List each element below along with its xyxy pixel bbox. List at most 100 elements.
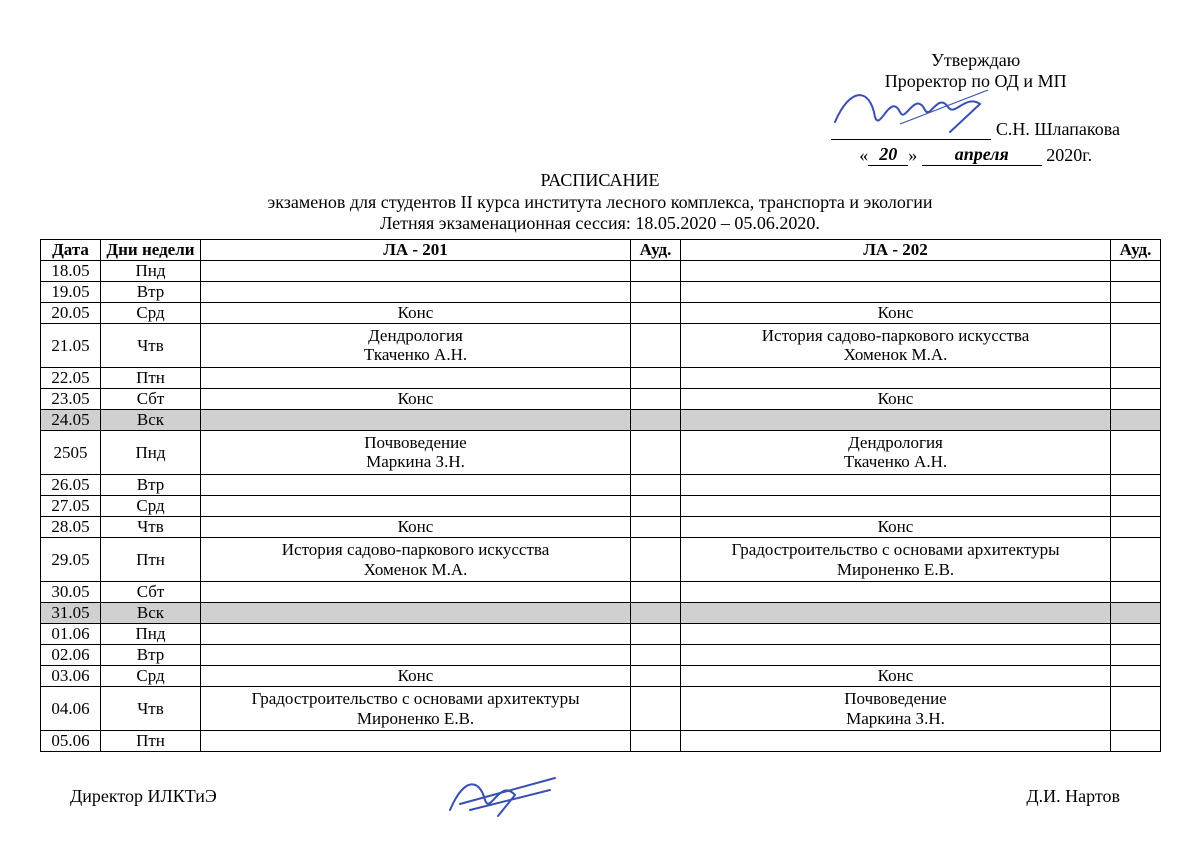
cell-date: 04.06 — [41, 687, 101, 731]
cell-date: 22.05 — [41, 367, 101, 388]
cell-date: 26.05 — [41, 474, 101, 495]
cell-a2 — [1111, 516, 1161, 537]
col-group2: ЛА - 202 — [681, 239, 1111, 260]
cell-g2: Конс — [681, 302, 1111, 323]
cell-a2 — [1111, 302, 1161, 323]
col-aud1: Ауд. — [631, 239, 681, 260]
cell-a1 — [631, 687, 681, 731]
table-row: 29.05ПтнИстория садово-паркового искусст… — [41, 537, 1161, 581]
cell-a1 — [631, 731, 681, 752]
cell-g2 — [681, 281, 1111, 302]
cell-g1 — [201, 260, 631, 281]
cell-g2 — [681, 603, 1111, 624]
cell-g1: Конс — [201, 516, 631, 537]
cell-a1 — [631, 582, 681, 603]
table-row: 31.05Вск — [41, 603, 1161, 624]
cell-dow: Чтв — [101, 687, 201, 731]
cell-a2 — [1111, 388, 1161, 409]
cell-dow: Срд — [101, 666, 201, 687]
table-row: 03.06СрдКонсКонс — [41, 666, 1161, 687]
cell-dow: Чтв — [101, 323, 201, 367]
table-row: 04.06ЧтвГрадостроительство с основами ар… — [41, 687, 1161, 731]
footer-right: Д.И. Нартов — [1026, 786, 1120, 807]
cell-g2: Конс — [681, 388, 1111, 409]
cell-dow: Сбт — [101, 582, 201, 603]
cell-dow: Втр — [101, 645, 201, 666]
col-dow: Дни недели — [101, 239, 201, 260]
cell-g1 — [201, 474, 631, 495]
cell-g1: Конс — [201, 302, 631, 323]
cell-date: 05.06 — [41, 731, 101, 752]
cell-g1 — [201, 582, 631, 603]
cell-g2: Конс — [681, 666, 1111, 687]
cell-a1 — [631, 474, 681, 495]
cell-g2: ПочвоведениеМаркина З.Н. — [681, 687, 1111, 731]
cell-dow: Сбт — [101, 388, 201, 409]
cell-dow: Пнд — [101, 260, 201, 281]
schedule-table: Дата Дни недели ЛА - 201 Ауд. ЛА - 202 А… — [40, 239, 1161, 752]
cell-a2 — [1111, 666, 1161, 687]
cell-a1 — [631, 516, 681, 537]
cell-date: 27.05 — [41, 495, 101, 516]
cell-a1 — [631, 302, 681, 323]
cell-a1 — [631, 537, 681, 581]
cell-a2 — [1111, 645, 1161, 666]
cell-date: 20.05 — [41, 302, 101, 323]
cell-g1 — [201, 409, 631, 430]
approval-sig-line — [831, 139, 991, 140]
cell-g1: ПочвоведениеМаркина З.Н. — [201, 430, 631, 474]
table-row: 24.05Вск — [41, 409, 1161, 430]
table-row: 2505ПндПочвоведениеМаркина З.Н.Дендролог… — [41, 430, 1161, 474]
cell-a1 — [631, 624, 681, 645]
cell-g1 — [201, 624, 631, 645]
cell-a2 — [1111, 474, 1161, 495]
title-block: РАСПИСАНИЕ экзаменов для студентов II ку… — [40, 170, 1160, 235]
cell-g2: ДендрологияТкаченко А.Н. — [681, 430, 1111, 474]
cell-g1 — [201, 603, 631, 624]
cell-a2 — [1111, 260, 1161, 281]
title-session: Летняя экзаменационная сессия: 18.05.202… — [40, 213, 1160, 235]
cell-a2 — [1111, 409, 1161, 430]
col-aud2: Ауд. — [1111, 239, 1161, 260]
cell-g1 — [201, 281, 631, 302]
title-sub: экзаменов для студентов II курса институ… — [40, 192, 1160, 214]
col-group1: ЛА - 201 — [201, 239, 631, 260]
cell-a1 — [631, 388, 681, 409]
cell-g2 — [681, 409, 1111, 430]
cell-a2 — [1111, 281, 1161, 302]
cell-dow: Втр — [101, 281, 201, 302]
table-row: 20.05СрдКонсКонс — [41, 302, 1161, 323]
table-row: 26.05Втр — [41, 474, 1161, 495]
cell-date: 03.06 — [41, 666, 101, 687]
cell-date: 29.05 — [41, 537, 101, 581]
approval-date-row: «20» апреля 2020г. — [831, 144, 1120, 166]
cell-a1 — [631, 495, 681, 516]
cell-g2: Градостроительство с основами архитектур… — [681, 537, 1111, 581]
approval-signer: С.Н. Шлапакова — [996, 119, 1120, 139]
cell-g2 — [681, 645, 1111, 666]
cell-a1 — [631, 666, 681, 687]
cell-dow: Втр — [101, 474, 201, 495]
cell-date: 01.06 — [41, 624, 101, 645]
footer-left: Директор ИЛКТиЭ — [70, 786, 217, 807]
cell-dow: Вск — [101, 603, 201, 624]
cell-g2: История садово-паркового искусстваХомено… — [681, 323, 1111, 367]
cell-g1 — [201, 645, 631, 666]
table-row: 05.06Птн — [41, 731, 1161, 752]
approval-year: 2020г. — [1046, 145, 1092, 165]
cell-g1 — [201, 495, 631, 516]
title-main: РАСПИСАНИЕ — [40, 170, 1160, 192]
cell-g2: Конс — [681, 516, 1111, 537]
cell-g2 — [681, 260, 1111, 281]
table-row: 02.06Втр — [41, 645, 1161, 666]
cell-dow: Срд — [101, 302, 201, 323]
cell-g1: Конс — [201, 666, 631, 687]
cell-g2 — [681, 367, 1111, 388]
cell-a1 — [631, 281, 681, 302]
cell-dow: Птн — [101, 537, 201, 581]
table-row: 19.05Втр — [41, 281, 1161, 302]
cell-a1 — [631, 260, 681, 281]
cell-a1 — [631, 603, 681, 624]
table-row: 30.05Сбт — [41, 582, 1161, 603]
cell-g1: Градостроительство с основами архитектур… — [201, 687, 631, 731]
